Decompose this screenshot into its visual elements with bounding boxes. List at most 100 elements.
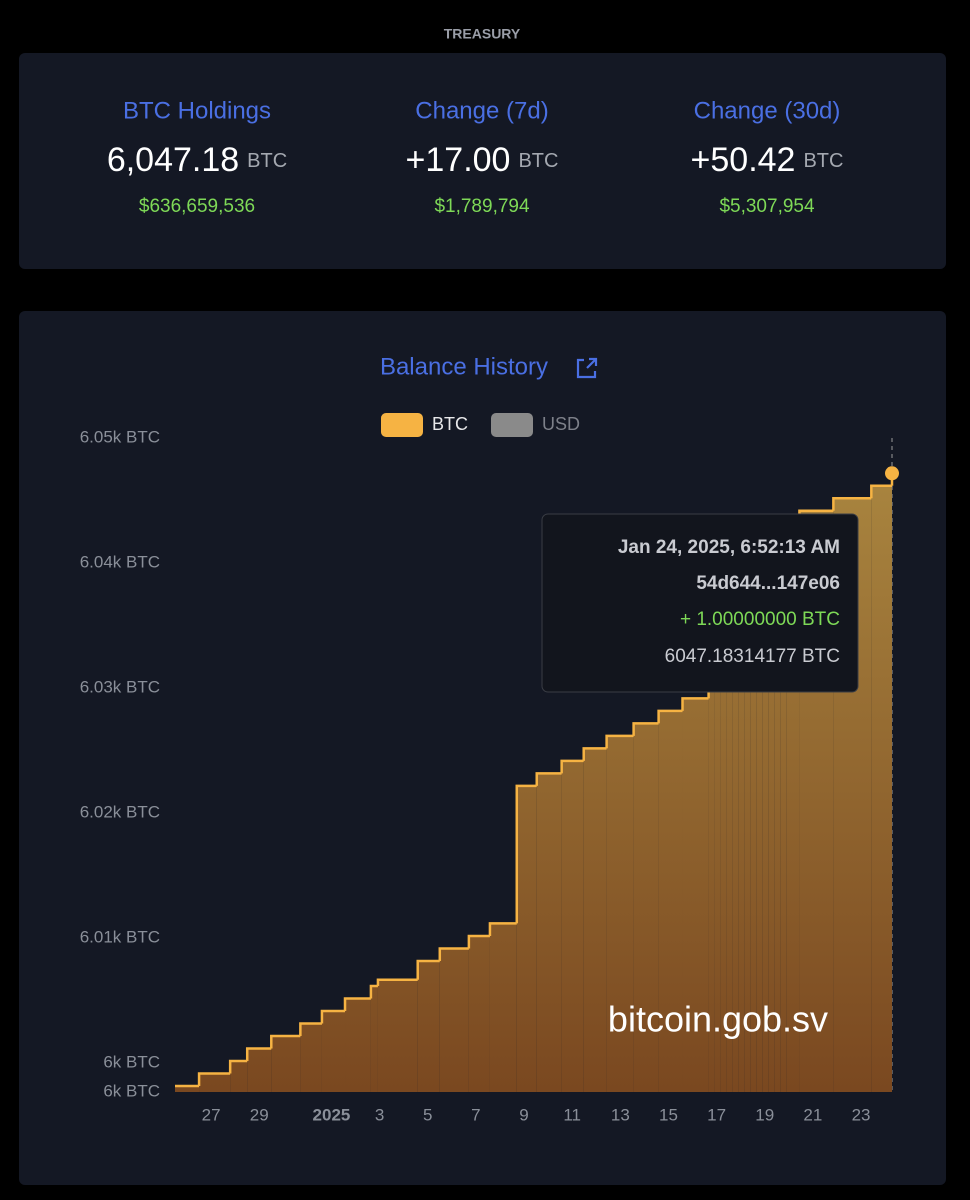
area-step	[708, 685, 715, 1092]
area-step	[468, 935, 490, 1092]
stat-value: +17.00 BTC	[406, 141, 559, 179]
stat-value: +50.42 BTC	[691, 141, 844, 179]
area-step	[199, 1073, 231, 1092]
area-step	[370, 985, 378, 1092]
area-step	[732, 635, 739, 1092]
line-step	[535, 772, 562, 786]
stat-unit: BTC	[803, 150, 843, 172]
area-step	[750, 598, 757, 1092]
x-tick-label: 13	[611, 1105, 630, 1124]
x-tick-label: 29	[250, 1105, 269, 1124]
area-step	[417, 960, 440, 1092]
area-step	[300, 1023, 322, 1092]
plot: 6.05k BTC 6.04k BTC 6.03k BTC 6.02k BTC 6.01…	[80, 427, 899, 1124]
line-step	[438, 947, 469, 961]
area-step	[774, 548, 781, 1092]
tooltip-balance: 6047.18314177 BTC	[665, 646, 840, 667]
chart-title[interactable]: Balance History	[380, 353, 548, 380]
line-step	[832, 497, 872, 511]
line-step	[632, 722, 659, 736]
watermark: bitcoin.gob.sv	[608, 999, 828, 1040]
area-step	[658, 710, 683, 1092]
legend-swatch	[491, 413, 533, 437]
area-step	[714, 673, 721, 1092]
stat-number: +17.00	[406, 141, 511, 179]
line-step	[376, 978, 418, 986]
line-step	[197, 1072, 231, 1086]
line-step	[270, 1034, 301, 1049]
area-step	[489, 923, 517, 1092]
stat-value: 6,047.18 BTC	[107, 141, 287, 179]
x-tick-label: 9	[519, 1105, 528, 1124]
area-step	[726, 648, 733, 1092]
line-step	[299, 1022, 322, 1036]
x-tick-label: 3	[375, 1105, 384, 1124]
line-step	[515, 784, 537, 924]
line-step	[467, 934, 490, 949]
area-step	[271, 1035, 301, 1092]
stat-number: 6,047.18	[107, 141, 239, 179]
stats: BTC Holdings 6,047.18 BTC $636,659,536 Chang…	[107, 97, 844, 217]
line-step	[657, 709, 683, 724]
area-step	[583, 748, 607, 1092]
area-step	[720, 660, 727, 1092]
line-step	[488, 922, 517, 936]
y-tick-label: 6k BTC	[103, 1053, 160, 1072]
stat-usd: $636,659,536	[139, 196, 255, 217]
x-tick-label: 17	[707, 1105, 726, 1124]
tooltip: Jan 24, 2025, 6:52:13 AM 54d644...147e06…	[541, 513, 859, 693]
tooltip-change: + 1.00000000 BTC	[680, 609, 840, 630]
line-step	[343, 997, 371, 1011]
line-step	[245, 1047, 272, 1061]
area-step	[871, 485, 892, 1092]
area-step	[247, 1048, 272, 1092]
area-step	[606, 735, 634, 1092]
x-tick-label: 7	[471, 1105, 480, 1124]
x-tick-label: 11	[563, 1105, 581, 1124]
line-step	[416, 959, 440, 980]
line-step	[560, 759, 584, 774]
section-title: TREASURY	[444, 26, 521, 42]
area-step	[738, 623, 745, 1092]
y-tick-label: 6.03k BTC	[80, 678, 160, 697]
stat-label: Change (30d)	[694, 97, 841, 124]
x-tick-label: 21	[803, 1105, 822, 1124]
area-step	[744, 610, 751, 1092]
area-step	[377, 979, 418, 1092]
x-tick-label: 19	[755, 1105, 774, 1124]
legend-label: BTC	[432, 414, 468, 434]
x-tick-label: 27	[202, 1105, 221, 1124]
stat-label: Change (7d)	[415, 97, 548, 124]
line-step	[681, 697, 709, 711]
y-tick-label: 6.02k BTC	[80, 803, 160, 822]
area-step	[230, 1060, 248, 1092]
area-step	[345, 998, 371, 1092]
area-step	[762, 573, 769, 1092]
area-step	[682, 698, 709, 1092]
area-step	[633, 723, 659, 1092]
line-step	[605, 734, 634, 749]
external-link-icon[interactable]	[576, 357, 598, 379]
x-tick-label: 5	[423, 1105, 432, 1124]
legend-swatch	[381, 413, 423, 437]
line-step	[369, 984, 378, 999]
stats-card	[19, 53, 946, 269]
line-step	[870, 484, 892, 499]
legend-label: USD	[542, 414, 580, 434]
line-step	[320, 1009, 346, 1024]
y-tick-label: 6.04k BTC	[80, 553, 160, 572]
x-tick-label: 23	[852, 1105, 871, 1124]
line-step	[228, 1059, 248, 1074]
stat-unit: BTC	[247, 150, 287, 172]
tooltip-box	[541, 513, 859, 693]
tooltip-tx: 54d644...147e06	[696, 573, 840, 594]
area-step	[321, 1010, 346, 1092]
y-tick-label: 6.01k BTC	[80, 928, 160, 947]
area-step	[780, 535, 787, 1092]
hover-point	[885, 466, 899, 481]
stat-usd: $1,789,794	[434, 196, 530, 217]
stat-number: +50.42	[691, 141, 796, 179]
x-tick-label: 2025	[313, 1105, 351, 1124]
stat-usd: $5,307,954	[719, 196, 815, 217]
